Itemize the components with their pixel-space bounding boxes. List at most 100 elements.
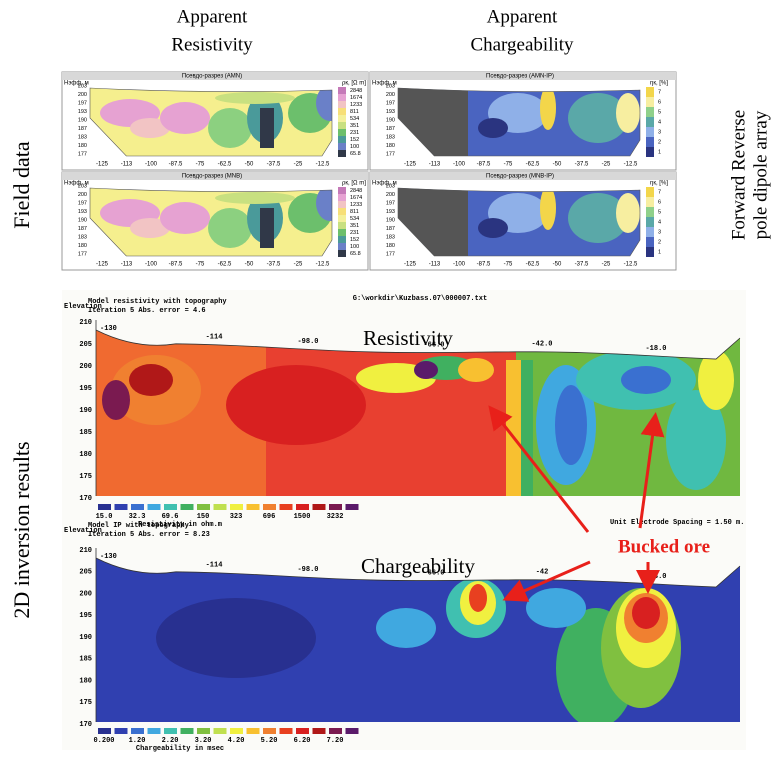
legend-swatch [338,243,346,250]
panel-title: Псевдо-разрез (MNB-IP) [486,174,554,180]
y-tick-label: 170 [79,721,92,729]
legend-label: 696 [263,513,276,521]
y-tick-label: 180 [386,143,395,149]
legend-swatch [646,127,654,137]
legend-swatch [338,94,346,101]
y-tick-label: 175 [79,473,92,481]
annotation: Bucked ore [618,536,710,557]
x-tick-label: -62.5 [218,162,232,168]
y-tick-label: 187 [78,226,87,232]
legend-label: 2848 [350,88,362,94]
zone [526,588,586,628]
x-tick-label: -75 [196,162,205,168]
legend-swatch [147,504,161,510]
zone [568,193,628,243]
x-tick-label: -37.5 [575,262,589,268]
section-outline [89,87,333,157]
legend-label: 4 [658,219,661,225]
zone [540,188,556,230]
y-tick-label: 200 [386,92,395,98]
electrode-label: -66.0 [423,569,444,577]
y-axis-label: Hэфф, м [372,181,397,187]
y-tick-label: 187 [78,126,87,132]
y-tick-label: 193 [386,109,395,115]
panel-header [62,72,368,80]
legend-swatch [180,504,194,510]
zone [316,88,332,121]
electrode-label: -114 [206,562,223,570]
x-tick-label: -62.5 [526,262,540,268]
legend-label: 65.8 [350,151,361,157]
legend-label: 351 [350,223,359,229]
x-tick-label: -25 [294,262,303,268]
x-tick-label: -12.5 [624,162,638,168]
legend-swatch [646,237,654,247]
legend-label: 1674 [350,95,362,101]
zone [568,93,628,143]
y-tick-label: 190 [386,217,395,223]
field-panel: Псевдо-разрез (AMN-IP) Hэфф, м ηк, [%] 203 2… [369,71,677,171]
panel-title: Псевдо-разрез (MNB) [182,174,242,180]
legend-swatch [338,215,346,222]
x-tick-label: -75 [196,262,205,268]
x-tick-label: -87.5 [169,162,183,168]
x-tick-label: -50 [245,162,254,168]
legend-label: 100 [350,144,359,150]
panel-title: Псевдо-разрез (AMN-IP) [486,74,554,80]
y-axis-label: Elevation [64,527,102,535]
legend-swatch [180,728,194,734]
x-tick-label: -12.5 [624,262,638,268]
legend-swatch [338,87,346,94]
legend-swatch [114,504,128,510]
legend-label: 3 [658,229,661,235]
field-panel: Псевдо-разрез (MNB) Hэфф, м ρк, [Ω m] 203 20… [61,171,369,271]
y-tick-label: 177 [78,251,87,257]
zone [208,108,252,148]
legend-swatch [646,97,654,107]
electrode-label: -98.0 [297,338,318,346]
iteration-label: Iteration 5 Abs. error = 8.23 [88,531,210,539]
legend-swatch [279,504,293,510]
y-tick-label: 210 [79,319,92,327]
zone [260,208,274,248]
x-tick-label: -113 [429,162,441,168]
legend-swatch [197,504,210,510]
unit-label: ρк, [Ω m] [342,81,366,87]
x-tick-label: -125 [404,162,417,168]
zone [478,118,508,138]
y-tick-label: 197 [78,200,87,206]
array-label: Forward Reverse [728,110,749,240]
x-tick-label: -100 [145,162,158,168]
section-outline [89,187,333,257]
legend-swatch [312,504,326,510]
panel-header [370,72,676,80]
x-tick-label: -12.5 [316,162,330,168]
section-image [96,558,740,722]
legend-swatch [164,728,177,734]
field-panel: Псевдо-разрез (MNB-IP) Hэфф, м ηк, [%] 203 2… [369,171,677,271]
legend-label: 1233 [350,102,362,108]
legend-swatch [646,227,654,237]
y-tick-label: 175 [79,699,92,707]
arrow [502,560,591,602]
legend-swatch [98,504,111,510]
legend-swatch [279,728,293,734]
y-tick-label: 187 [386,126,395,132]
y-tick-label: 190 [386,117,395,123]
legend-swatch [338,150,346,157]
x-tick-label: -37.5 [267,162,281,168]
legend-swatch [338,222,346,229]
zone [616,93,640,133]
legend-swatch [296,504,309,510]
y-tick-label: 170 [79,495,92,503]
legend-swatch [329,504,342,510]
electrode-label: -130 [100,325,117,333]
legend-label: 5 [658,209,661,215]
panel-header [62,172,368,180]
zone [160,102,210,134]
topography [95,329,741,360]
legend-label: 15.0 [96,513,113,521]
y-tick-label: 203 [386,83,395,89]
